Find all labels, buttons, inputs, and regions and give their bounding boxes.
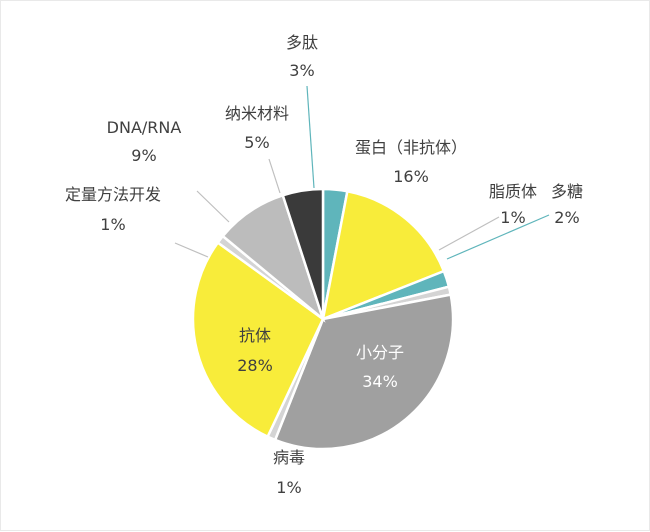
slice-label-4: 小分子 <box>356 343 404 362</box>
slice-percent-0: 3% <box>289 61 314 80</box>
slice-percent-7: 1% <box>100 215 125 234</box>
pie-slice-4 <box>273 293 455 451</box>
slice-percent-4: 34% <box>362 372 398 391</box>
pie-slice-1 <box>321 189 446 321</box>
slice-label-6: 抗体 <box>239 326 271 345</box>
slice-label-2: 多糖 <box>551 182 583 201</box>
leader-line-8 <box>196 190 230 223</box>
slice-label-5: 病毒 <box>273 448 305 467</box>
slice-percent-5: 1% <box>276 478 301 497</box>
slice-percent-9: 5% <box>244 133 269 152</box>
leader-line-0 <box>306 85 315 189</box>
leader-line-3 <box>438 216 500 251</box>
slice-label-7: 定量方法开发 <box>65 185 161 204</box>
slice-percent-3: 1% <box>500 208 525 227</box>
slice-percent-6: 28% <box>237 356 273 375</box>
slice-percent-2: 2% <box>554 208 579 227</box>
slice-label-8: DNA/RNA <box>107 118 182 137</box>
slice-percent-8: 9% <box>131 146 156 165</box>
slice-percent-1: 16% <box>393 167 429 186</box>
slice-label-9: 纳米材料 <box>225 104 289 123</box>
leader-line-9 <box>268 158 281 194</box>
leader-line-2 <box>446 214 550 260</box>
slice-label-1: 蛋白（非抗体） <box>355 138 467 157</box>
pie-slice-9 <box>281 187 325 320</box>
leader-line-7 <box>174 242 209 258</box>
slice-label-0: 多肽 <box>286 33 318 52</box>
pie-slice-6 <box>191 240 325 439</box>
slice-label-3: 脂质体 <box>489 182 537 201</box>
